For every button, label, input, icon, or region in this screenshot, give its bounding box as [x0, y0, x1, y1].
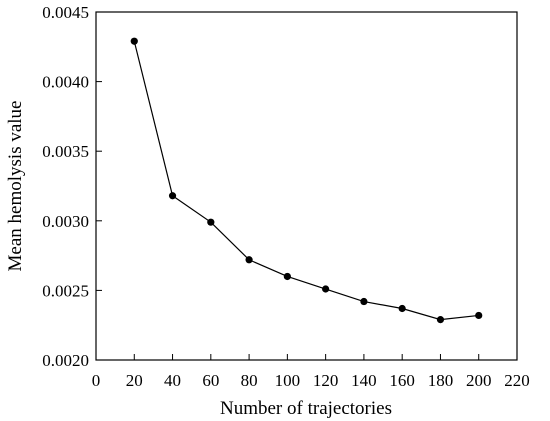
- data-point: [398, 304, 406, 313]
- x-tick-label: 60: [202, 371, 219, 390]
- x-tick-label: 80: [241, 371, 258, 390]
- data-point: [207, 218, 215, 226]
- data-point: [245, 256, 253, 264]
- y-tick-label: 0.0025: [42, 281, 89, 300]
- plot-frame: [95, 11, 518, 361]
- x-tick-label: 120: [313, 371, 339, 390]
- x-tick-label: 20: [126, 371, 143, 390]
- data-point: [436, 316, 445, 324]
- y-axis-ticks: 0.0020 0.0025 0.0030 0.0035 0.0040 0.0045: [42, 3, 102, 370]
- x-tick-label: 220: [504, 371, 530, 390]
- x-tick-label: 40: [164, 371, 181, 390]
- y-tick-label: 0.0040: [42, 73, 89, 92]
- y-tick-label: 0.0030: [42, 212, 89, 231]
- y-tick-label: 0.0020: [42, 351, 89, 370]
- x-tick-label: 100: [275, 371, 301, 390]
- x-axis-title: Number of trajectories: [220, 398, 392, 419]
- data-point: [283, 272, 291, 281]
- x-tick-label: 140: [351, 371, 377, 390]
- x-tick-label: 160: [389, 371, 415, 390]
- y-tick-label: 0.0035: [42, 142, 89, 161]
- x-axis-ticks: 0 20 40 60 80 100 120 140 160 180 200 220: [92, 354, 530, 390]
- data-series: [130, 37, 483, 324]
- x-tick-label: 0: [92, 371, 101, 390]
- data-point: [130, 37, 138, 45]
- data-point: [360, 297, 368, 306]
- data-point: [475, 311, 483, 320]
- series-line: [133, 41, 479, 321]
- x-tick-label: 180: [428, 371, 454, 390]
- data-point: [322, 285, 330, 293]
- x-tick-label: 200: [466, 371, 492, 390]
- y-axis-title: Mean hemolysis value: [5, 101, 26, 272]
- data-point: [168, 192, 177, 200]
- y-tick-label: 0.0045: [42, 3, 89, 22]
